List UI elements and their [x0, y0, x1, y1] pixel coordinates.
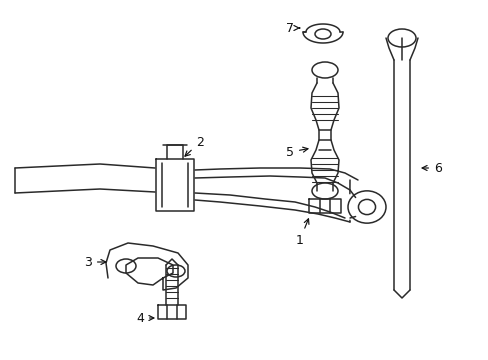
Text: 6: 6 [421, 162, 441, 175]
Text: 5: 5 [285, 145, 307, 158]
Text: 7: 7 [285, 22, 299, 35]
Text: 3: 3 [84, 256, 106, 269]
Text: 4: 4 [136, 311, 154, 324]
Text: 1: 1 [295, 219, 308, 247]
Text: 2: 2 [184, 135, 203, 156]
